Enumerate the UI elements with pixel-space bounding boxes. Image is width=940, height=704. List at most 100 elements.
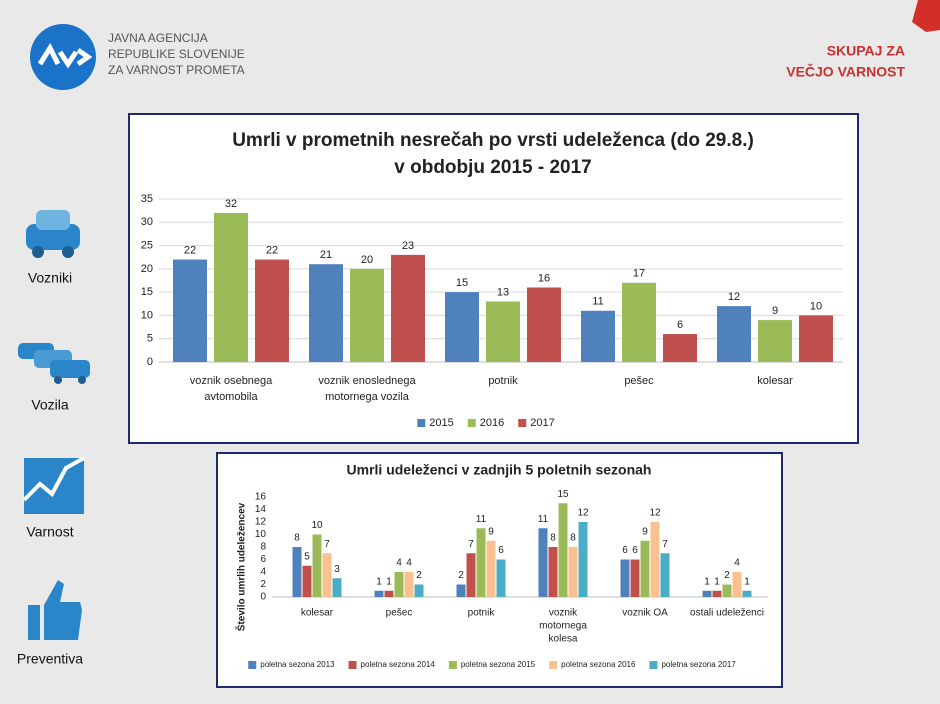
slogan: SKUPAJ ZA [827, 43, 905, 59]
bar [173, 259, 207, 362]
data-label: 8 [550, 533, 556, 544]
bar [742, 590, 752, 597]
agency-name: ZA VARNOST PROMETA [108, 63, 245, 77]
x-tick-label: potnik [488, 375, 518, 387]
bar [255, 259, 289, 362]
data-label: 6 [498, 545, 504, 556]
y-tick-label: 2 [260, 579, 266, 590]
x-tick-label: avtomobila [204, 391, 258, 403]
x-tick-label: pešec [386, 608, 413, 619]
bar [799, 315, 833, 362]
data-label: 21 [320, 249, 332, 261]
bar [350, 268, 384, 362]
data-label: 32 [225, 198, 237, 210]
x-tick-label: kolesar [757, 375, 793, 387]
icon-prevention [28, 580, 82, 640]
sidebar-item[interactable]: Varnost [26, 524, 73, 540]
bar [660, 553, 670, 597]
x-tick-label: voznik OA [622, 608, 668, 619]
data-label: 11 [538, 514, 549, 525]
bar [712, 590, 722, 597]
bar [722, 584, 732, 597]
sidebar-item[interactable]: Vozniki [28, 270, 72, 286]
bar [391, 254, 425, 362]
sidebar-item[interactable]: Preventiva [17, 651, 83, 667]
bar [374, 590, 384, 597]
data-label: 6 [632, 545, 638, 556]
legend-swatch [467, 419, 476, 427]
bar [758, 320, 792, 362]
y-tick-label: 0 [260, 592, 266, 603]
y-tick-label: 14 [255, 504, 267, 515]
y-tick-label: 4 [260, 567, 266, 578]
bar [702, 590, 712, 597]
data-label: 11 [592, 296, 603, 308]
data-label: 1 [714, 576, 720, 587]
legend-swatch [649, 661, 658, 669]
icon-vehicles [18, 343, 90, 384]
data-label: 9 [488, 526, 494, 537]
bar [322, 553, 332, 597]
bar [527, 287, 561, 362]
legend-label: 2016 [480, 417, 504, 429]
data-label: 12 [728, 291, 740, 303]
bar [309, 264, 343, 362]
x-tick-label: pešec [624, 375, 654, 387]
bar [292, 547, 302, 597]
bar [414, 584, 424, 597]
legend-swatch [417, 419, 426, 427]
data-label: 23 [402, 240, 414, 252]
chart-title: v obdobju 2015 - 2017 [394, 157, 591, 178]
bar [548, 547, 558, 597]
data-label: 22 [184, 244, 196, 256]
chart-title: Umrli udeleženci v zadnjih 5 poletnih se… [347, 462, 652, 478]
legend-label: poletna sezona 2016 [561, 660, 636, 669]
data-label: 2 [724, 570, 730, 581]
legend-swatch [448, 661, 457, 669]
sidebar-item[interactable]: Vozila [31, 397, 69, 413]
data-label: 6 [622, 545, 628, 556]
y-tick-label: 10 [255, 529, 267, 540]
data-label: 9 [772, 305, 778, 317]
legend-label: poletna sezona 2014 [361, 660, 436, 669]
x-tick-label: voznik [549, 608, 578, 619]
legend-label: poletna sezona 2015 [461, 660, 536, 669]
data-label: 8 [570, 533, 576, 544]
y-tick-label: 12 [255, 517, 267, 528]
x-tick-label: potnik [468, 608, 496, 619]
data-label: 7 [468, 539, 474, 550]
data-label: 11 [476, 514, 487, 525]
bar [538, 528, 548, 597]
icon-driver [26, 210, 80, 258]
bar [630, 559, 640, 597]
bar [622, 282, 656, 362]
bar [650, 522, 660, 597]
logo-mark [37, 42, 93, 69]
slogan: VEČJO VARNOST [786, 63, 905, 80]
data-label: 16 [538, 272, 550, 284]
data-label: 2 [458, 570, 464, 581]
data-label: 5 [304, 551, 310, 562]
x-tick-label: kolesa [549, 634, 578, 645]
bar [496, 559, 506, 597]
bar [214, 212, 248, 362]
slogan-mark [912, 0, 940, 32]
agency-name: JAVNA AGENCIJA [108, 31, 208, 45]
legend-label: poletna sezona 2013 [260, 660, 335, 669]
bar [445, 292, 479, 362]
data-label: 13 [497, 286, 509, 298]
bar [456, 584, 466, 597]
y-tick-label: 16 [255, 492, 267, 503]
bar [394, 572, 404, 597]
y-tick-label: 10 [141, 309, 153, 321]
y-tick-label: 0 [147, 356, 153, 368]
chart-title: Umrli v prometnih nesrečah po vrsti udel… [232, 130, 754, 151]
icon-safety [22, 456, 85, 514]
data-label: 1 [386, 576, 392, 587]
data-label: 15 [456, 277, 468, 289]
bar [581, 310, 615, 362]
data-label: 1 [376, 576, 382, 587]
legend-label: 2017 [530, 417, 554, 429]
y-tick-label: 8 [260, 542, 266, 553]
